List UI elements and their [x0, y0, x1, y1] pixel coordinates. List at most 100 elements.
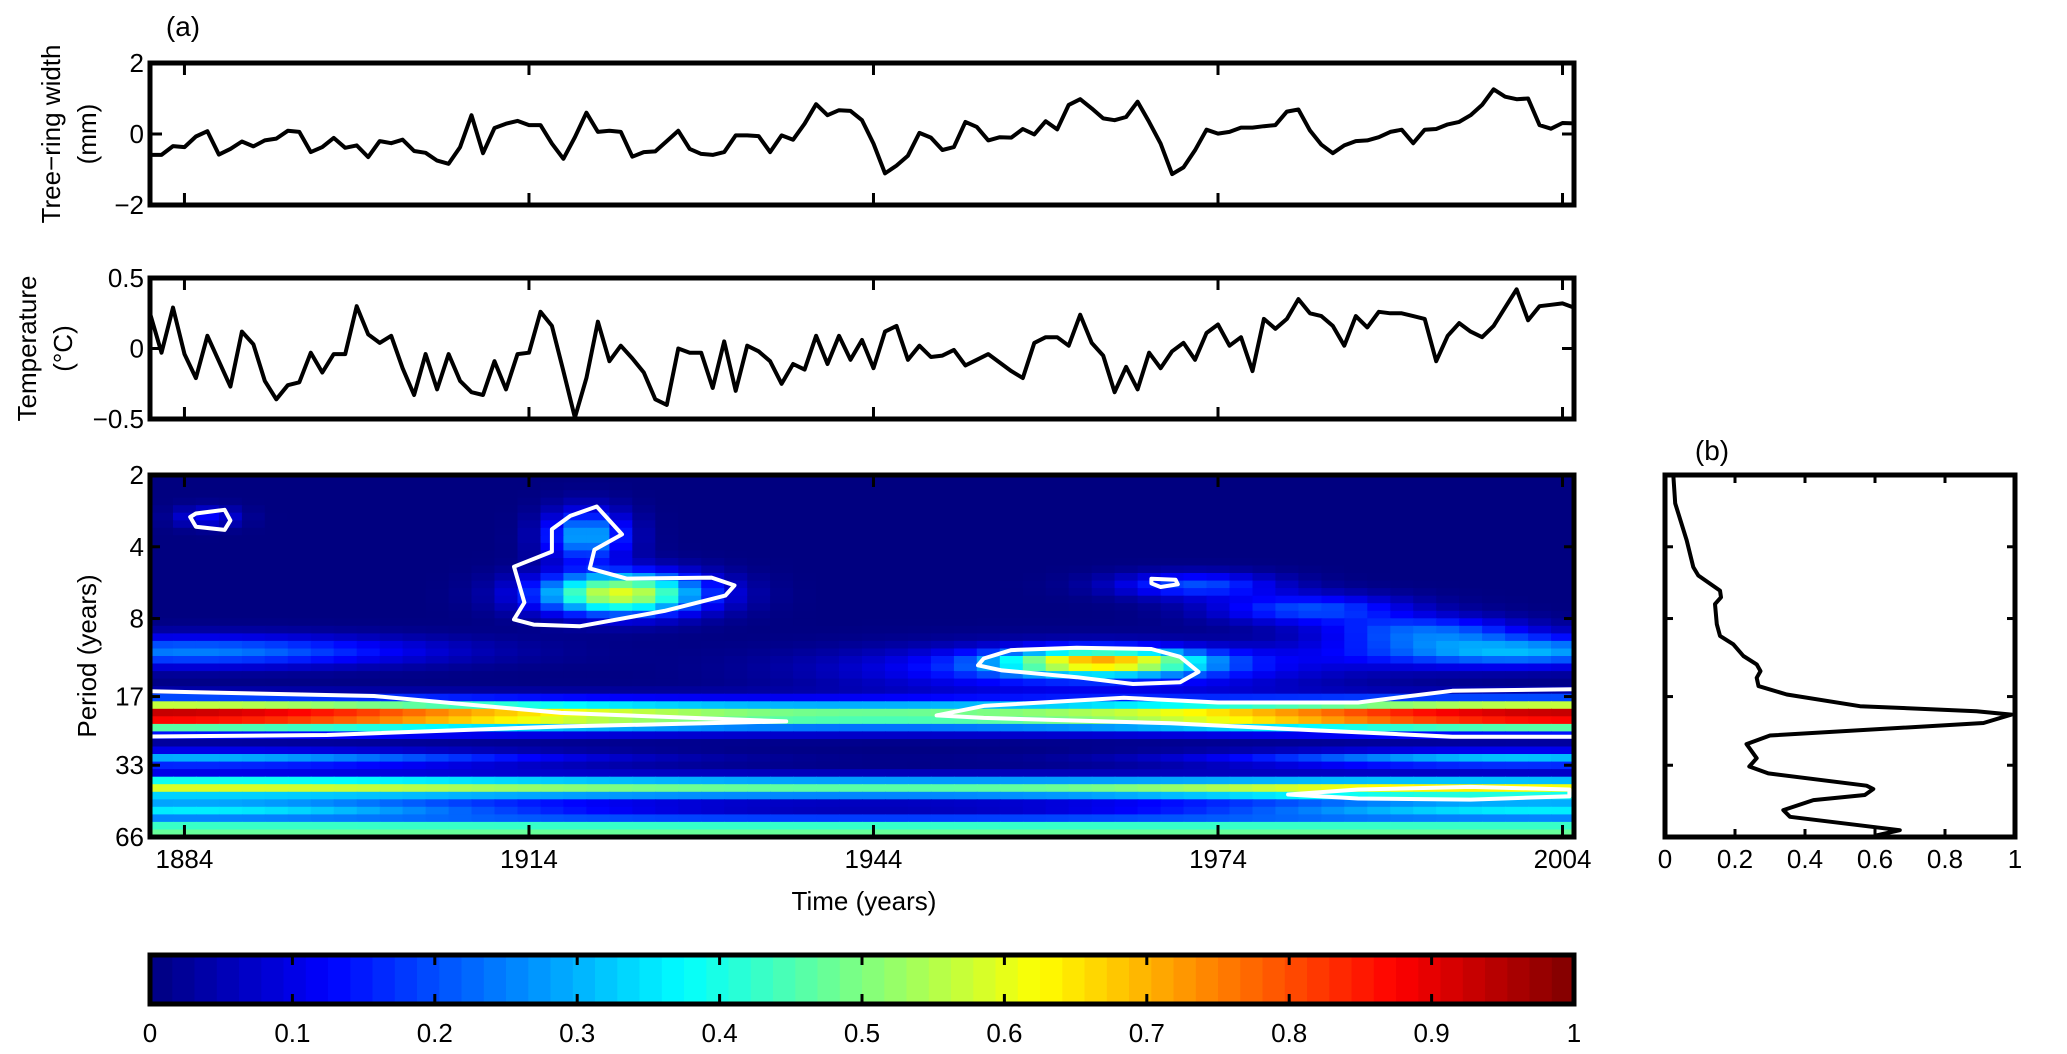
heatmap-cell [1252, 663, 1277, 672]
heatmap-cell [425, 776, 450, 785]
heatmap-cell [632, 761, 657, 770]
colorbar-segment [1106, 955, 1130, 1004]
heatmap-cell [839, 746, 863, 755]
heatmap-cell [1505, 520, 1529, 529]
heatmap-cell [678, 603, 703, 612]
heatmap-cell [1321, 640, 1346, 650]
heatmap-cell [1505, 678, 1529, 687]
heatmap-cell [563, 512, 588, 521]
heatmap-cell [701, 648, 725, 657]
heatmap-cell [1413, 512, 1437, 521]
heatmap-cell [264, 535, 289, 544]
colorbar-segment [817, 955, 841, 1004]
heatmap-cell [1137, 701, 1162, 710]
heatmap-cell [563, 618, 588, 627]
heatmap-cell [747, 769, 771, 778]
heatmap-cell [1160, 723, 1185, 733]
heatmap-cell [1137, 497, 1162, 506]
heatmap-cell [632, 505, 657, 514]
heatmap-cell [976, 558, 1001, 567]
heatmap-cell [1114, 610, 1139, 620]
heatmap-cell [517, 716, 542, 725]
heatmap-cell [563, 482, 588, 491]
heatmap-cell [770, 791, 794, 801]
heatmap-cell [356, 595, 381, 604]
heatmap-cell [930, 739, 955, 748]
heatmap-cell [448, 640, 473, 650]
heatmap-cell [747, 829, 771, 837]
heatmap-cell [1528, 573, 1552, 582]
heatmap-cell [678, 558, 703, 567]
heatmap-cell [586, 550, 611, 559]
heatmap-cell [1344, 588, 1369, 597]
heatmap-cell [1160, 535, 1185, 544]
heatmap-cell [1022, 648, 1047, 657]
heatmap-cell [471, 497, 496, 506]
heatmap-cell [150, 527, 174, 537]
colorbar-segment [1218, 955, 1241, 1004]
heatmap-cell [1091, 791, 1116, 801]
heatmap-cell [930, 603, 955, 612]
heatmap-cell [517, 708, 542, 718]
heatmap-cell [678, 731, 703, 740]
heatmap-cell [747, 663, 771, 672]
heatmap-cell [724, 806, 748, 816]
heatmap-cell [287, 739, 312, 748]
heatmap-cell [1298, 656, 1323, 665]
heatmap-cell [563, 588, 588, 597]
heatmap-cell [678, 754, 703, 763]
heatmap-cell [1068, 535, 1093, 544]
heatmap-cell [976, 625, 1001, 635]
heatmap-cell [517, 610, 542, 620]
heatmap-cell [1367, 746, 1392, 755]
heatmap-cell [264, 618, 289, 627]
heatmap-cell [1436, 580, 1460, 589]
heatmap-cell [333, 588, 358, 597]
heatmap-cell [150, 746, 174, 755]
heatmap-cell [494, 701, 519, 710]
heatmap-cell [632, 558, 657, 567]
heatmap-cell [1252, 739, 1277, 748]
heatmap-cell [241, 633, 266, 642]
heatmap-cell [1160, 497, 1185, 506]
colorbar-segment [1551, 955, 1575, 1004]
heatmap-cell [793, 829, 817, 837]
heatmap-cell [839, 595, 863, 604]
heatmap-cell [793, 505, 817, 514]
heatmap-cell [793, 708, 817, 718]
heatmap-cell [333, 558, 358, 567]
heatmap-cell [701, 588, 725, 597]
heatmap-cell [1137, 791, 1162, 801]
heatmap-cell [173, 512, 197, 521]
heatmap-cell [999, 640, 1024, 650]
heatmap-cell [1390, 520, 1415, 529]
heatmap-cell [1160, 791, 1185, 801]
heatmap-cell [264, 806, 289, 816]
heatmap-cell [953, 573, 978, 582]
heatmap-cell [1367, 678, 1392, 687]
heatmap-cell [241, 761, 266, 770]
heatmap-cell [1459, 595, 1483, 604]
heatmap-cell [1022, 776, 1047, 785]
heatmap-cell [425, 686, 450, 695]
heatmap-cell [999, 573, 1024, 582]
heatmap-cell [586, 731, 611, 740]
heatmap-cell [747, 799, 771, 808]
heatmap-cell [1137, 739, 1162, 748]
heatmap-cell [1551, 769, 1574, 778]
colorbar-segment [706, 955, 730, 1004]
heatmap-cell [930, 520, 955, 529]
heatmap-cell [448, 769, 473, 778]
heatmap-cell [310, 761, 335, 770]
heatmap-cell [701, 633, 725, 642]
heatmap-cell [770, 640, 794, 650]
heatmap-cell [770, 512, 794, 521]
heatmap-cell [264, 693, 289, 702]
colorbar-segment [417, 955, 440, 1004]
heatmap-cell [494, 784, 519, 793]
heatmap-cell [1298, 542, 1323, 552]
heatmap-cell [1344, 618, 1369, 627]
heatmap-cell [885, 588, 909, 597]
heatmap-cell [1091, 776, 1116, 785]
heatmap-cell [930, 678, 955, 687]
